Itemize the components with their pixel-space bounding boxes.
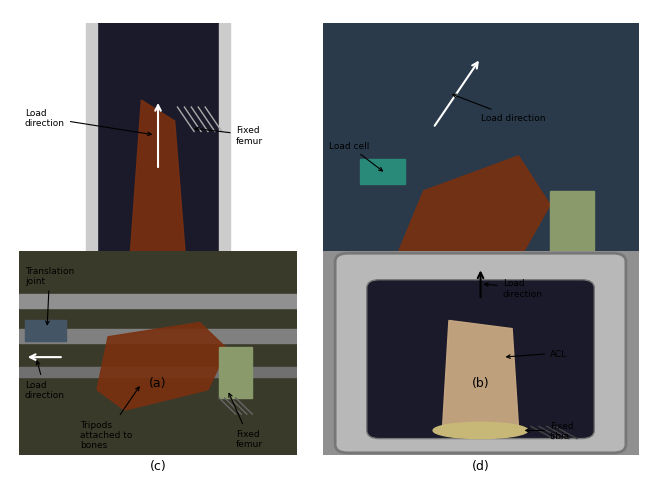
Bar <box>25 321 66 341</box>
Text: Load
direction: Load direction <box>25 361 65 400</box>
Bar <box>322 279 639 296</box>
Text: Spherical
joint: Spherical joint <box>379 271 433 319</box>
Text: Load
direction: Load direction <box>484 279 542 298</box>
Text: Load direction: Load direction <box>453 95 545 123</box>
Bar <box>550 192 594 289</box>
Bar <box>19 367 297 378</box>
FancyBboxPatch shape <box>335 254 626 453</box>
Text: Fixed
femur: Fixed femur <box>565 286 609 341</box>
Polygon shape <box>442 321 519 435</box>
Text: (b): (b) <box>471 377 490 390</box>
Text: Load
direction: Load direction <box>25 108 152 136</box>
Polygon shape <box>97 323 227 410</box>
Bar <box>19 294 297 309</box>
Bar <box>322 314 639 338</box>
FancyBboxPatch shape <box>367 280 594 439</box>
Bar <box>219 347 252 398</box>
Text: Tripods
attached to
bones: Tripods attached to bones <box>22 275 126 311</box>
Polygon shape <box>124 101 192 345</box>
Ellipse shape <box>433 423 528 439</box>
Bar <box>361 160 404 184</box>
Text: (a): (a) <box>149 377 167 390</box>
Bar <box>88 24 227 373</box>
Bar <box>219 24 230 373</box>
Text: Fixed
femur: Fixed femur <box>229 393 263 448</box>
Text: Fixed
femur: Fixed femur <box>195 126 263 145</box>
Polygon shape <box>392 157 550 296</box>
Text: (c): (c) <box>150 459 166 472</box>
Bar <box>19 329 297 343</box>
Text: ACL: ACL <box>507 349 568 359</box>
Bar <box>86 24 97 373</box>
Text: Load cell: Load cell <box>329 142 382 172</box>
Text: Tripods
attached to
bones: Tripods attached to bones <box>81 387 139 450</box>
Text: Translation
joint: Translation joint <box>25 266 74 325</box>
Text: (d): (d) <box>471 459 490 472</box>
Text: Fixed
tibia: Fixed tibia <box>526 421 573 440</box>
